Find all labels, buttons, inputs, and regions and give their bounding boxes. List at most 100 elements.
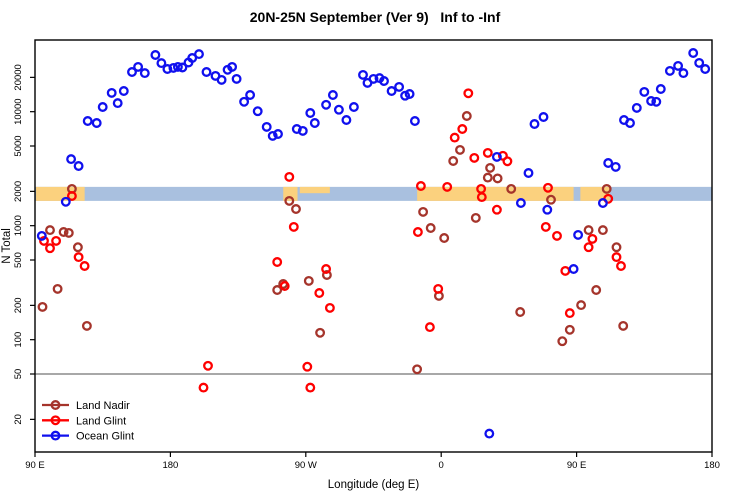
data-point [245,90,256,100]
data-point [309,118,320,128]
data-point [542,204,553,215]
data-point [162,64,173,74]
data-point [457,124,468,134]
data-point [515,198,526,208]
data-point [321,99,332,110]
data-point [45,225,55,236]
y-tick-label: 10000 [13,98,24,124]
data-point [583,242,594,253]
data-point [201,67,212,77]
map-band [35,186,712,201]
data-point [172,61,183,72]
data-point [476,192,487,203]
data-point [449,132,460,143]
data-point [198,382,209,393]
data-point [603,158,614,168]
data-point [288,221,299,232]
x-tick-label: 0 [439,460,444,471]
x-axis-title: Longitude (deg E) [328,479,420,491]
data-point [424,322,435,333]
data-point [506,183,517,194]
data-point [368,73,379,84]
data-point [305,382,316,393]
data-point [127,67,137,77]
data-point [231,73,242,84]
data-point [66,191,77,201]
data-point [51,235,62,246]
data-point [491,151,502,162]
data-point [469,152,480,163]
data-point [60,196,71,207]
data-point [529,119,540,129]
data-point [118,86,129,96]
data-point [461,111,472,121]
data-point [261,121,272,132]
data-point [279,281,290,291]
x-axis: 90 E 180 90 W 0 90 E 180 [25,452,720,471]
data-point [655,84,666,94]
data-point [433,283,444,294]
data-point [303,275,314,286]
x-tick-label: 180 [162,460,178,471]
data-point [291,204,301,214]
data-point [194,49,204,60]
data-point [651,96,662,107]
data-point [546,194,556,205]
data-point [302,361,313,372]
data-point [45,243,55,254]
data-point [133,61,144,72]
data-point [156,58,167,69]
data-point [492,173,503,184]
data-point [297,125,308,136]
data-point [272,257,283,267]
data-point [272,285,283,295]
y-axis: 20 50 100 200 500 1000 2000 5000 10000 20000 [13,64,35,425]
y-tick-label: 20 [13,414,24,425]
data-point [81,320,92,331]
y-tick-label: 200 [13,297,24,313]
data-point [552,230,562,241]
data-point [177,62,188,73]
data-point [442,181,453,192]
data-point [82,116,93,126]
data-point [597,198,608,208]
legend-marker [50,400,61,410]
data-point [610,161,621,172]
data-point [36,230,47,241]
data-point [379,76,389,86]
data-point [348,102,359,112]
data-point [358,69,368,80]
legend-marker [50,415,61,426]
series-ocean-glint [36,48,711,439]
data-point [564,308,575,319]
data-point [425,223,436,233]
data-point [448,156,459,166]
data-point [482,172,493,183]
data-point [273,129,283,139]
data-point [203,360,213,371]
data-point [618,320,629,331]
data-point [485,162,496,173]
data-point [540,221,551,232]
data-point [591,285,602,295]
data-point [112,98,123,109]
series-land-nadir [37,111,629,375]
data-point [409,116,420,126]
data-point [400,90,411,101]
data-point [560,265,571,276]
legend-label: Land Glint [76,415,126,427]
data-point [73,252,84,263]
data-point [106,87,117,98]
x-tick-label: 90 E [25,460,45,471]
plot-border [34,39,713,453]
data-point [639,86,650,97]
y-axis-title: N Total [1,228,13,264]
y-tick-label: 1000 [13,215,24,236]
y-tick-label: 100 [13,332,24,348]
data-point [63,227,74,238]
data-point [694,57,705,68]
data-point [72,242,83,253]
data-point [611,252,622,263]
x-tick-label: 90 W [295,460,317,471]
data-point [470,212,481,223]
